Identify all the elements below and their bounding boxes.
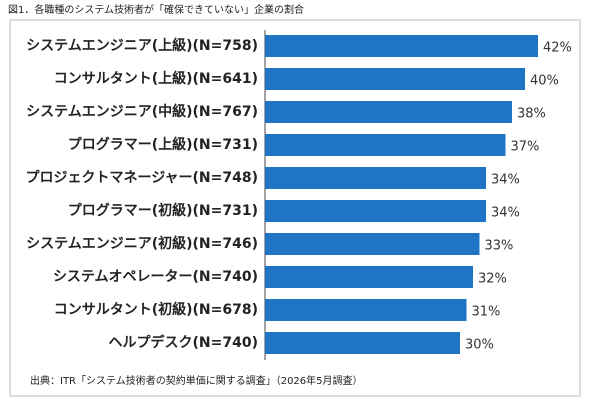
value-label: 31% bbox=[472, 305, 501, 320]
value-label: 34% bbox=[491, 173, 520, 188]
bar bbox=[265, 35, 538, 57]
chart-frame bbox=[9, 19, 581, 397]
value-label: 34% bbox=[491, 206, 520, 221]
bar bbox=[265, 167, 486, 189]
category-label: プログラマー(初級)(N=731) bbox=[68, 202, 258, 219]
category-label: プロジェクトマネージャー(N=748) bbox=[26, 170, 259, 186]
category-label: コンサルタント(上級)(N=641) bbox=[54, 70, 258, 87]
category-label: システムオペレーター(N=740) bbox=[53, 269, 258, 285]
value-label: 32% bbox=[478, 272, 507, 287]
value-label: 33% bbox=[485, 239, 514, 254]
category-label: プログラマー(上級)(N=731) bbox=[68, 136, 258, 153]
value-label: 40% bbox=[530, 74, 559, 89]
bar bbox=[265, 233, 480, 255]
value-label: 38% bbox=[517, 107, 546, 122]
chart-title: 図1．各職種のシステム技術者が「確保できていない」企業の割合 bbox=[8, 3, 304, 16]
category-label: システムエンジニア(上級)(N=758) bbox=[26, 37, 258, 54]
category-label: システムエンジニア(初級)(N=746) bbox=[26, 235, 258, 252]
source-note: 出典：ITR「システム技術者の契約単価に関する調査」（2026年5月調査） bbox=[30, 374, 363, 387]
bar bbox=[265, 200, 486, 222]
value-label: 37% bbox=[511, 140, 540, 155]
bar bbox=[265, 101, 512, 123]
bar bbox=[265, 299, 467, 321]
bar bbox=[265, 266, 473, 288]
category-label: コンサルタント(初級)(N=678) bbox=[54, 301, 258, 318]
bar bbox=[265, 134, 506, 156]
category-label: システムエンジニア(中級)(N=767) bbox=[26, 103, 258, 120]
bar bbox=[265, 68, 525, 90]
category-label: ヘルプデスク(N=740) bbox=[109, 334, 258, 351]
bar bbox=[265, 332, 460, 354]
value-label: 30% bbox=[465, 338, 494, 353]
value-label: 42% bbox=[543, 41, 572, 56]
